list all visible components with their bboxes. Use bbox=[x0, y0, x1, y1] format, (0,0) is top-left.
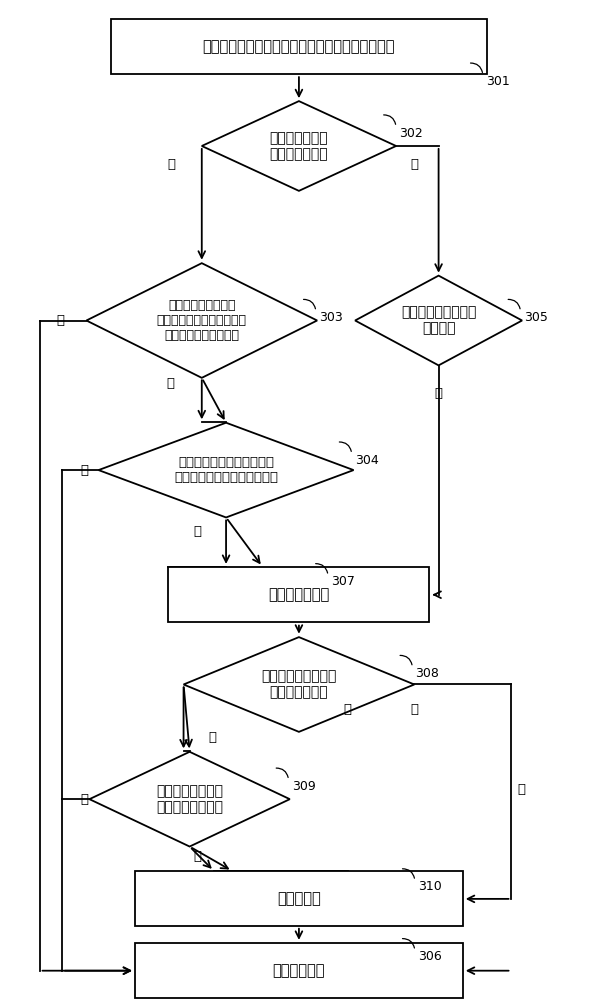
Text: 判断资源所在的目录
是否存在: 判断资源所在的目录 是否存在 bbox=[401, 305, 476, 336]
Text: 判断所述资源的类型
是否为人物资源: 判断所述资源的类型 是否为人物资源 bbox=[261, 669, 337, 700]
Polygon shape bbox=[90, 752, 290, 847]
Text: 否: 否 bbox=[411, 158, 418, 171]
Text: 309: 309 bbox=[292, 780, 315, 793]
Bar bbox=[135, 871, 463, 926]
Text: 303: 303 bbox=[319, 311, 343, 324]
Text: 302: 302 bbox=[399, 127, 423, 140]
Text: 301: 301 bbox=[486, 75, 510, 88]
Text: 提示非法信息: 提示非法信息 bbox=[273, 963, 325, 978]
Text: 否: 否 bbox=[517, 783, 525, 796]
Text: 是: 是 bbox=[193, 525, 201, 538]
Polygon shape bbox=[184, 637, 414, 732]
Text: 否: 否 bbox=[80, 464, 88, 477]
Polygon shape bbox=[202, 101, 396, 191]
Bar bbox=[110, 19, 487, 74]
Text: 是: 是 bbox=[167, 158, 176, 171]
Text: 305: 305 bbox=[523, 311, 548, 324]
Text: 否: 否 bbox=[411, 703, 418, 716]
Text: 是: 是 bbox=[166, 377, 174, 390]
Text: 否: 否 bbox=[80, 793, 88, 806]
Text: 资源进行重命名: 资源进行重命名 bbox=[268, 587, 329, 602]
Polygon shape bbox=[99, 423, 354, 517]
Text: 307: 307 bbox=[331, 575, 355, 588]
Polygon shape bbox=[355, 276, 522, 365]
Text: 获取待生成序列图的资源的类型及资源所在的目录: 获取待生成序列图的资源的类型及资源所在的目录 bbox=[203, 39, 395, 54]
Bar bbox=[135, 943, 463, 998]
Text: 是: 是 bbox=[209, 731, 217, 744]
Text: 遍历人物动作类型，
判断资源中以人物动作类型
命名的子目录是否存在: 遍历人物动作类型， 判断资源中以人物动作类型 命名的子目录是否存在 bbox=[157, 299, 247, 342]
Text: 310: 310 bbox=[418, 880, 442, 893]
Bar bbox=[168, 567, 429, 622]
Text: 306: 306 bbox=[418, 950, 442, 963]
Text: 是: 是 bbox=[193, 850, 201, 863]
Text: 否: 否 bbox=[56, 314, 64, 327]
Text: 生成序列图: 生成序列图 bbox=[277, 891, 321, 906]
Text: 308: 308 bbox=[415, 667, 439, 680]
Text: 判断子目录下的方向子目录
数量是否符合预设的数量要求: 判断子目录下的方向子目录 数量是否符合预设的数量要求 bbox=[174, 456, 278, 484]
Text: 否: 否 bbox=[343, 703, 351, 716]
Text: 304: 304 bbox=[355, 454, 379, 467]
Text: 各方向子目录内的
图片数量是否一致: 各方向子目录内的 图片数量是否一致 bbox=[156, 784, 223, 814]
Text: 判断资源的类型
是否为人物资源: 判断资源的类型 是否为人物资源 bbox=[270, 131, 328, 161]
Text: 是: 是 bbox=[434, 387, 443, 400]
Polygon shape bbox=[87, 263, 317, 378]
